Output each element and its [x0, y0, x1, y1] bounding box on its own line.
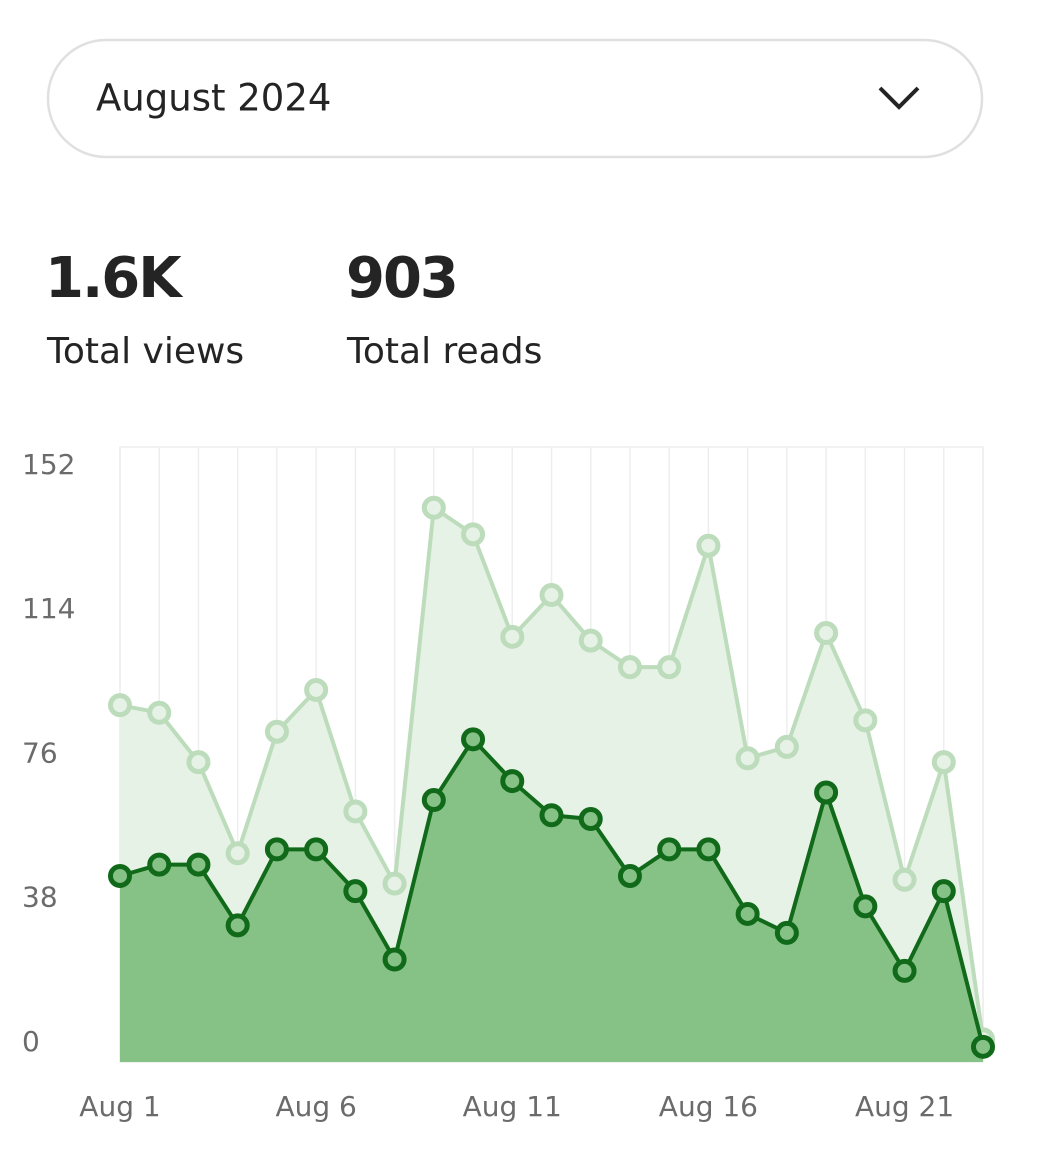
data-point [225, 913, 250, 938]
data-point [461, 727, 486, 752]
data-point [735, 746, 760, 771]
x-tick-label: Aug 16 [659, 1090, 758, 1123]
period-dropdown[interactable] [46, 38, 984, 159]
data-point [108, 693, 132, 718]
stat-label: Total views [46, 331, 244, 372]
data-point [814, 780, 839, 805]
y-tick-label: 152 [22, 448, 75, 481]
data-point [931, 879, 956, 904]
data-point [147, 852, 172, 877]
x-tick-label: Aug 11 [463, 1090, 562, 1123]
data-point [186, 852, 211, 877]
x-tick-label: Aug 6 [275, 1090, 356, 1123]
data-point [186, 750, 211, 775]
data-point [814, 621, 839, 646]
data-point [735, 901, 760, 926]
chevron-icon[interactable] [878, 86, 920, 110]
x-tick-label: Aug 21 [855, 1090, 954, 1123]
data-point [225, 841, 250, 866]
y-tick-label: 114 [22, 592, 75, 625]
period-label: August 2024 [96, 77, 331, 120]
data-point [853, 894, 878, 919]
data-point [696, 533, 721, 558]
data-point [696, 837, 721, 862]
data-point [853, 708, 878, 733]
data-point [147, 700, 172, 725]
data-point [578, 807, 603, 832]
data-point [931, 750, 956, 775]
data-point [421, 788, 446, 813]
data-point [382, 947, 407, 972]
data-point [421, 495, 446, 520]
data-point [578, 628, 603, 653]
y-tick-label: 76 [22, 736, 58, 769]
data-point [343, 799, 368, 824]
data-point [892, 958, 917, 983]
data-point [617, 863, 642, 888]
stat-value: 1.6K [45, 246, 184, 311]
data-point [539, 803, 564, 828]
data-point [304, 837, 329, 862]
data-point [264, 719, 289, 744]
data-point [774, 920, 799, 945]
data-point [500, 624, 525, 649]
stat-value: 903 [346, 246, 457, 311]
data-point [657, 655, 682, 680]
data-point [617, 655, 642, 680]
stat-label: Total reads [346, 331, 542, 372]
x-tick-label: Aug 1 [79, 1090, 160, 1123]
data-point [264, 837, 289, 862]
series-area [120, 739, 983, 1062]
data-point [304, 677, 329, 702]
data-point [108, 863, 132, 888]
data-point [343, 879, 368, 904]
y-tick-label: 0 [22, 1025, 40, 1058]
data-point [774, 734, 799, 759]
y-tick-label: 38 [22, 881, 58, 914]
data-point [657, 837, 682, 862]
data-point [461, 522, 486, 547]
data-point [539, 583, 564, 608]
data-point [500, 769, 525, 794]
data-point [382, 871, 407, 896]
data-point [971, 1034, 995, 1059]
data-point [892, 867, 917, 892]
